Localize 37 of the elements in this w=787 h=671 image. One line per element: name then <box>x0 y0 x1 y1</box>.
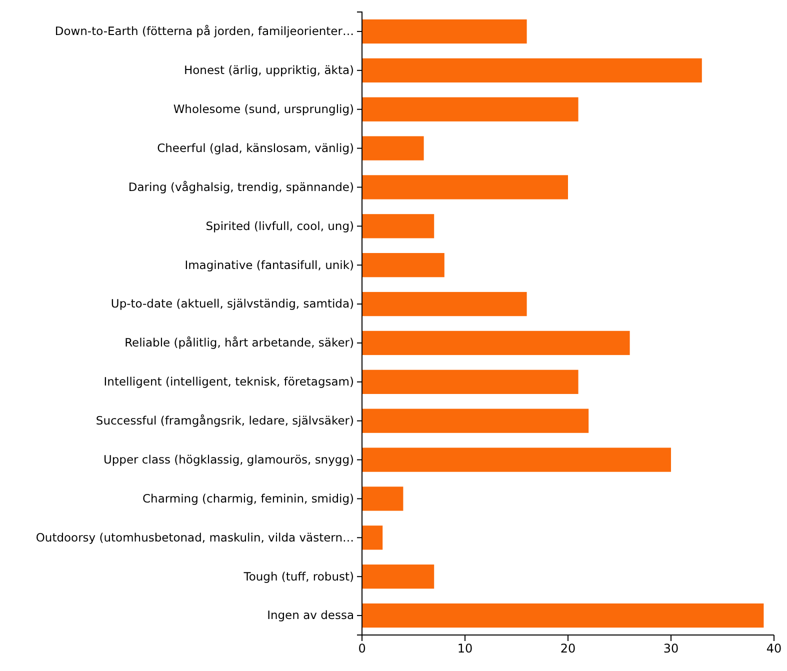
y-tick-label: Imaginative (fantasifull, unik) <box>184 258 354 272</box>
bar <box>362 214 434 238</box>
bar <box>362 526 383 550</box>
bar <box>362 330 630 356</box>
y-tick-label: Wholesome (sund, ursprunglig) <box>173 102 354 116</box>
x-tick-label: 30 <box>663 642 679 656</box>
y-tick-label: Tough (tuff, robust) <box>242 569 354 584</box>
bar <box>362 175 568 200</box>
y-tick-label: Upper class (högklassig, glamourös, snygg) <box>103 452 354 466</box>
bar <box>362 448 671 472</box>
y-tick-label: Intelligent (intelligent, teknisk, företagsam) <box>104 374 354 389</box>
bar <box>362 136 424 160</box>
bar <box>362 486 404 511</box>
y-tick-label: Down-to-Earth (fötterna på jorden, familjeorienter… <box>54 24 354 38</box>
y-tick-label: Cheerful (glad, känslosam, vänlig) <box>157 140 354 155</box>
y-tick-label: Daring (våghalsig, trendig, spännande) <box>128 180 354 194</box>
y-tick-label: Outdoorsy (utomhusbetonad, maskulin, vilda västern… <box>36 530 354 544</box>
bar <box>362 97 578 122</box>
x-tick-label: 0 <box>358 642 366 656</box>
y-tick-label: Spirited (livfull, cool, ung) <box>206 218 354 233</box>
x-tick-label: 40 <box>766 642 782 656</box>
bar <box>362 292 527 316</box>
bar <box>362 603 764 628</box>
y-tick-label: Up-to-date (aktuell, självständig, samtida) <box>110 296 354 311</box>
bar <box>362 370 578 394</box>
bar <box>362 408 589 433</box>
y-tick-label: Ingen av dessa <box>267 608 354 622</box>
bar <box>362 253 444 278</box>
y-tick-label: Reliable (pålitlig, hårt arbetande, säker) <box>124 336 354 350</box>
x-tick-label: 10 <box>457 642 473 656</box>
bar <box>362 19 527 44</box>
bar <box>362 564 434 589</box>
y-tick-label: Honest (ärlig, uppriktig, äkta) <box>184 63 354 78</box>
bar <box>362 58 702 82</box>
y-tick-label: Charming (charmig, feminin, smidig) <box>142 491 354 506</box>
x-tick-label: 20 <box>560 642 576 656</box>
y-tick-label: Successful (framgångsrik, ledare, självsäker) <box>96 414 354 428</box>
